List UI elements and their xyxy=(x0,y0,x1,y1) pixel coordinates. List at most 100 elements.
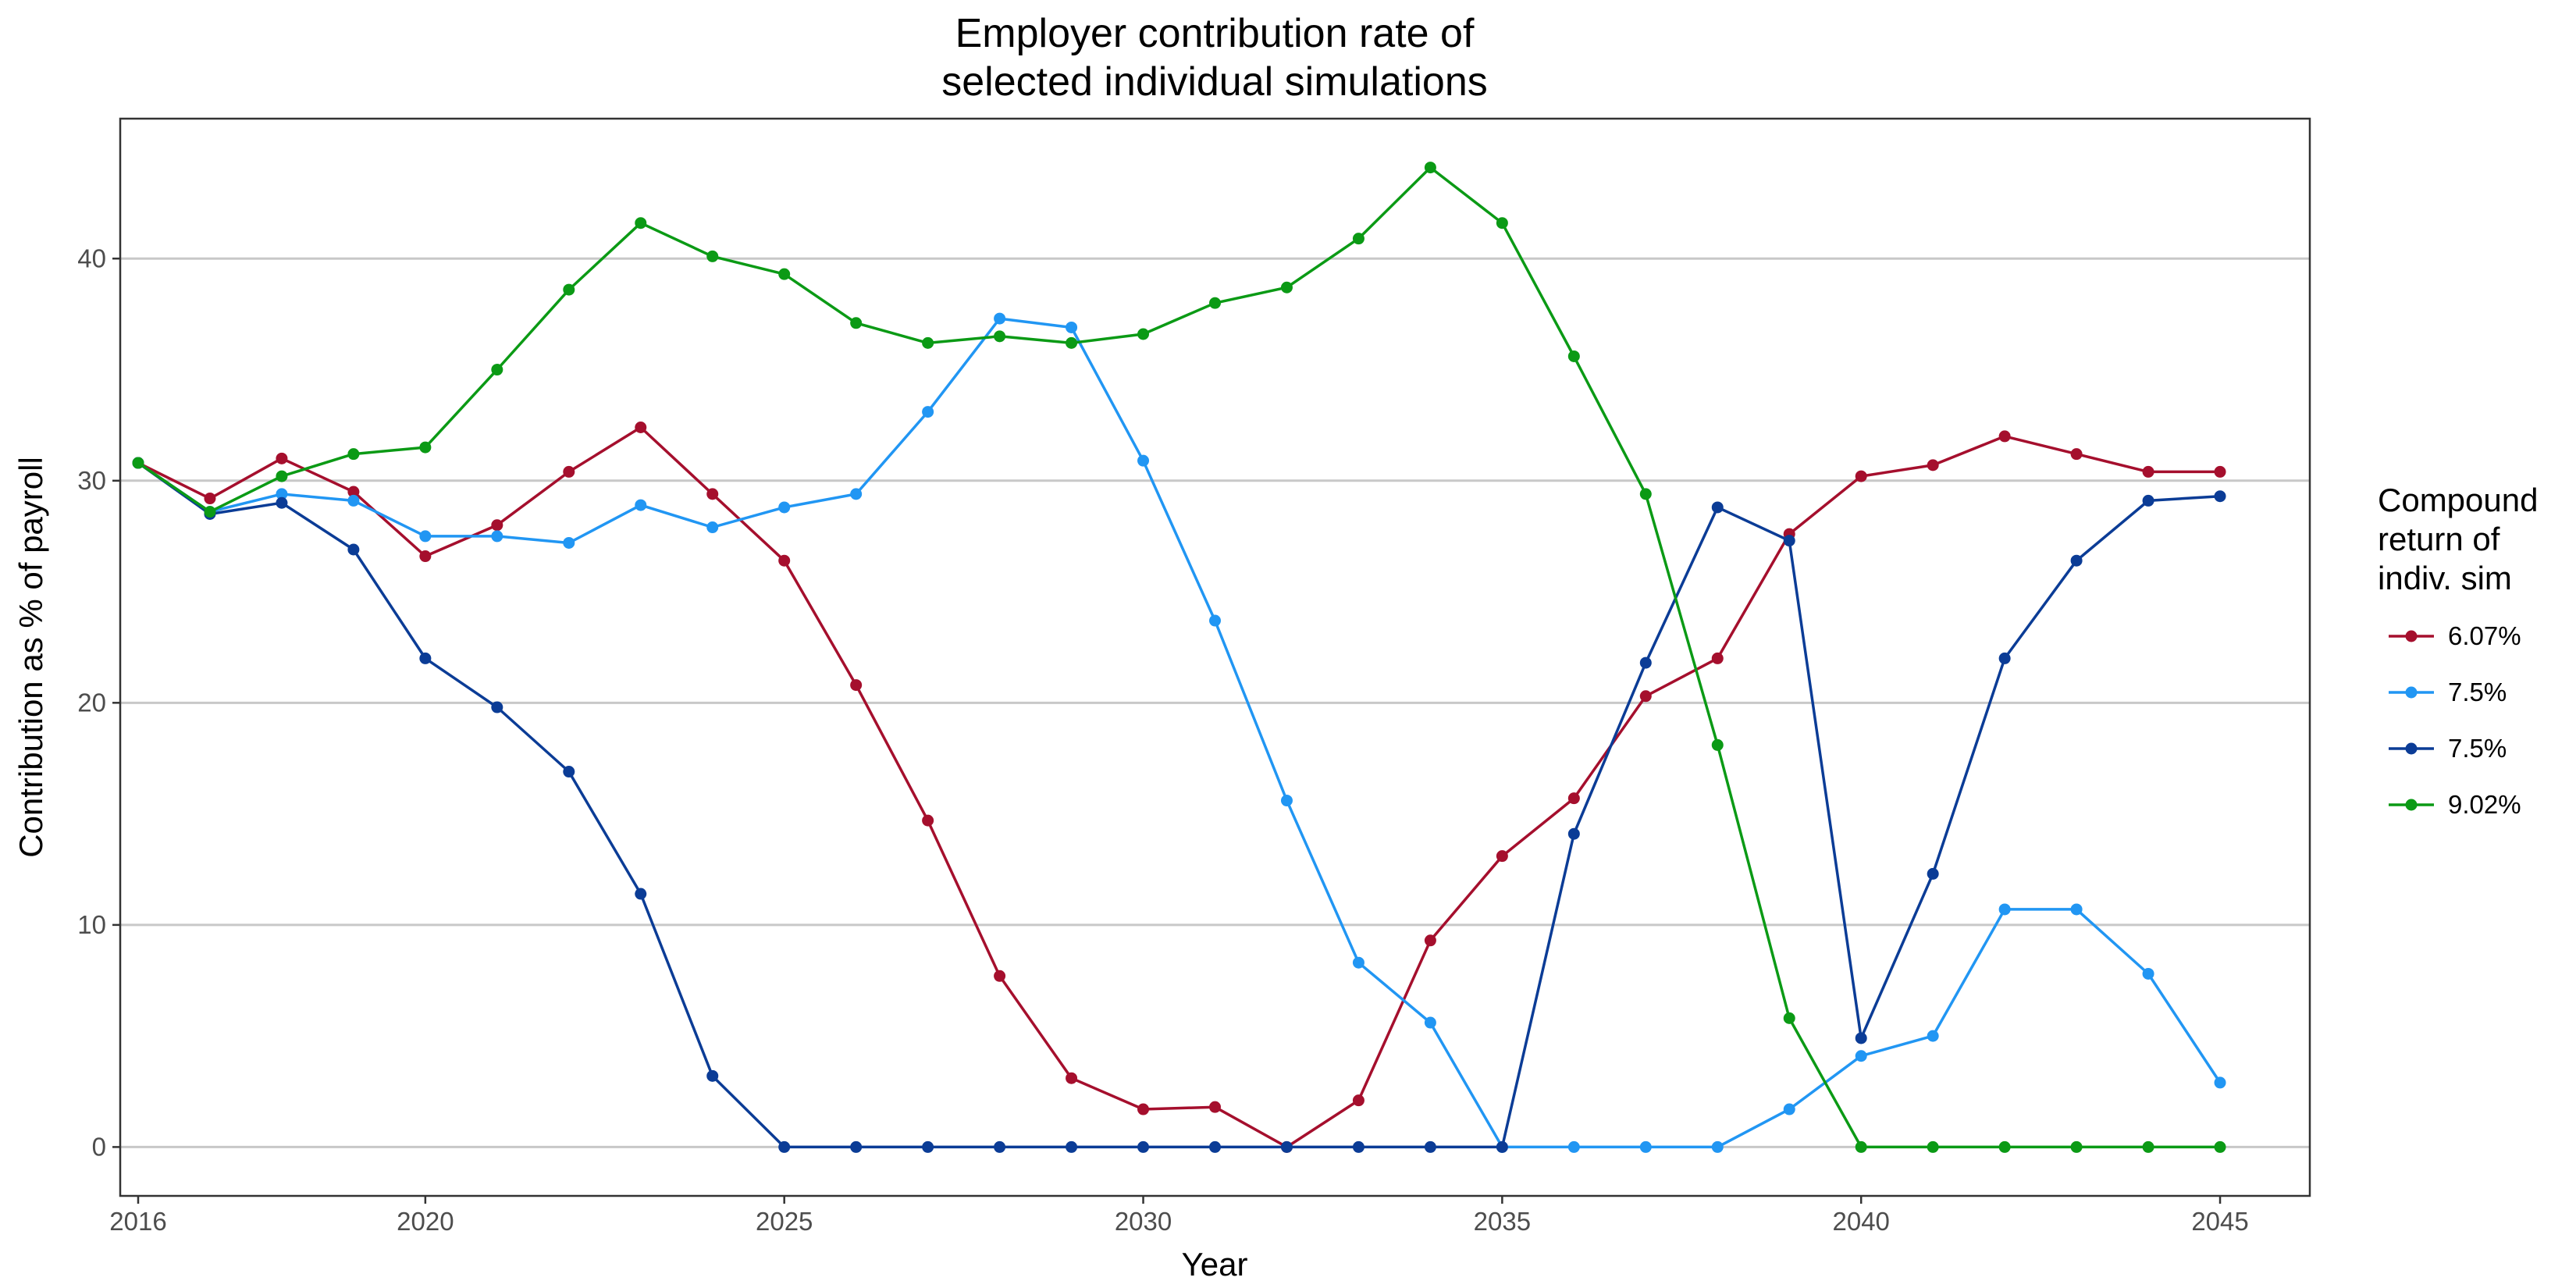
data-point xyxy=(347,543,360,556)
data-point xyxy=(1066,1140,1078,1153)
data-point xyxy=(1711,652,1724,664)
legend-label: 9.02% xyxy=(2448,790,2521,819)
data-point xyxy=(1855,470,1867,482)
x-tick-label: 2040 xyxy=(1832,1207,1889,1236)
data-point xyxy=(1352,956,1364,969)
data-point xyxy=(1280,1140,1293,1153)
data-point xyxy=(276,452,288,464)
data-point xyxy=(563,766,575,778)
data-point xyxy=(994,1140,1006,1153)
data-point xyxy=(2070,1140,2083,1153)
data-point xyxy=(1567,827,1580,840)
data-point xyxy=(491,364,503,376)
data-point xyxy=(491,701,503,713)
data-point xyxy=(1783,535,1795,547)
data-point xyxy=(1209,1101,1221,1113)
data-point xyxy=(1998,652,2011,664)
data-point xyxy=(994,970,1006,982)
y-tick-label: 0 xyxy=(92,1132,106,1161)
data-point xyxy=(1137,454,1150,467)
data-point xyxy=(347,486,360,498)
data-point xyxy=(2070,448,2083,461)
data-point xyxy=(2214,490,2226,503)
series-line xyxy=(137,425,2220,1149)
data-point xyxy=(1927,1030,1939,1042)
data-point xyxy=(1927,459,1939,471)
data-point xyxy=(1424,934,1436,947)
legend-items: 6.07% 7.5% 7.5% 9.02% xyxy=(2389,621,2521,819)
data-point xyxy=(1711,501,1724,514)
x-axis-title: Year xyxy=(1182,1246,1248,1283)
legend-title-line-2: return of xyxy=(2378,521,2500,557)
legend-key-point xyxy=(2405,630,2418,642)
legend-item: 9.02% xyxy=(2389,790,2521,819)
y-axis-title: Contribution as % of payroll xyxy=(12,457,49,858)
data-point xyxy=(1927,867,1939,880)
data-point xyxy=(2142,1140,2154,1153)
data-point xyxy=(635,217,647,229)
data-point xyxy=(922,814,934,827)
data-point xyxy=(2070,554,2083,567)
data-point xyxy=(347,494,360,507)
data-point xyxy=(706,488,719,500)
data-point xyxy=(1998,430,2011,443)
data-point xyxy=(1855,1032,1867,1044)
data-point xyxy=(1639,1140,1652,1153)
legend-item: 7.5% xyxy=(2389,678,2507,706)
x-tick-label: 2016 xyxy=(109,1207,166,1236)
x-tick-label: 2020 xyxy=(397,1207,454,1236)
data-point xyxy=(706,521,719,534)
data-point xyxy=(1424,1140,1436,1153)
data-point xyxy=(922,406,934,418)
data-point xyxy=(1066,321,1078,333)
data-point xyxy=(1209,297,1221,309)
data-point xyxy=(2142,465,2154,478)
x-tick-label: 2030 xyxy=(1115,1207,1172,1236)
data-point xyxy=(1496,1140,1508,1153)
data-point xyxy=(1711,738,1724,751)
data-point xyxy=(2214,465,2226,478)
y-tick-label: 10 xyxy=(77,910,106,939)
data-point xyxy=(2142,494,2154,507)
data-point xyxy=(1783,1103,1795,1115)
data-point xyxy=(419,441,432,454)
legend-item: 7.5% xyxy=(2389,734,2507,763)
y-tick-label: 20 xyxy=(77,688,106,717)
x-axis: 2016 2020 2025 2030 2035 2040 2045 xyxy=(109,1196,2249,1236)
legend-key-point xyxy=(2405,799,2418,811)
data-point xyxy=(635,888,647,900)
data-point xyxy=(563,465,575,478)
data-point xyxy=(635,422,647,434)
data-point xyxy=(1066,336,1078,349)
legend-key-point xyxy=(2405,686,2418,699)
data-point xyxy=(1209,614,1221,627)
data-point xyxy=(1209,1140,1221,1153)
data-point xyxy=(994,330,1006,343)
series-3 xyxy=(132,457,2226,1153)
plot-panel-border xyxy=(119,117,2311,1197)
data-point xyxy=(563,536,575,549)
data-point xyxy=(1567,350,1580,362)
data-point xyxy=(132,457,144,469)
data-point xyxy=(1496,850,1508,863)
data-point xyxy=(1352,1094,1364,1107)
data-point xyxy=(778,501,791,514)
data-point xyxy=(1137,1103,1150,1115)
chart-title-line-1: Employer contribution rate of xyxy=(955,11,1475,56)
data-point xyxy=(850,679,863,692)
y-tick-label: 30 xyxy=(77,466,106,495)
data-point xyxy=(850,488,863,500)
data-point xyxy=(1998,1140,2011,1153)
chart-title-line-2: selected individual simulations xyxy=(941,59,1488,105)
data-point xyxy=(1855,1050,1867,1062)
data-point xyxy=(2214,1076,2226,1089)
data-point xyxy=(1066,1072,1078,1084)
legend-label: 6.07% xyxy=(2448,621,2521,650)
legend-item: 6.07% xyxy=(2389,621,2521,650)
data-point xyxy=(1783,1012,1795,1024)
data-point xyxy=(1280,795,1293,807)
data-point xyxy=(1137,1140,1150,1153)
data-point xyxy=(922,1140,934,1153)
data-point xyxy=(706,250,719,262)
